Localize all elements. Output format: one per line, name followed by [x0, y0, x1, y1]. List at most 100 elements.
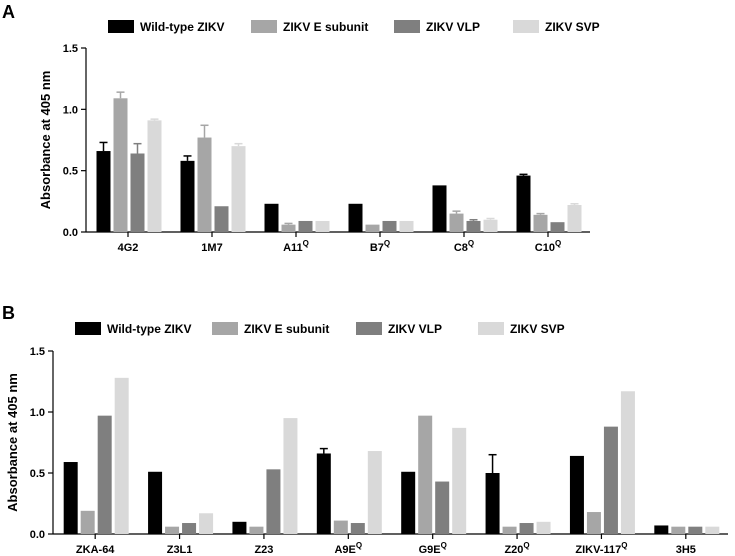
- bar-b-3-3: [367, 451, 382, 534]
- x-tick-label-sup-b-4: Q: [441, 541, 447, 550]
- y-tick-label-b-3: 1.5: [30, 346, 45, 358]
- x-tick-label-sup-a-4: Q: [468, 239, 474, 248]
- bar-b-3-2: [350, 523, 365, 534]
- x-tick-label-b-3: A9EQ: [334, 541, 362, 556]
- legend-swatch-a-3: [513, 20, 539, 33]
- bar-a-4-1: [449, 213, 464, 232]
- chart-panel-b: Wild-type ZIKV ZIKV E subunit ZIKV VLP ZIKV…: [5, 322, 728, 556]
- bar-b-6-0: [569, 455, 584, 534]
- legend-swatch-a-0: [108, 20, 134, 33]
- bar-a-5-2: [550, 222, 565, 232]
- y-tick-label-b-2: 1.0: [30, 407, 45, 419]
- bar-b-5-0: [485, 473, 500, 534]
- bar-b-3-1: [333, 520, 348, 534]
- legend-swatch-b-0: [75, 322, 101, 335]
- panel-b-letter: B: [2, 303, 15, 323]
- y-tick-label-a-1: 0.5: [63, 166, 78, 178]
- y-tick-label-a-3: 1.5: [63, 43, 78, 55]
- y-axis-title-a: Absorbance at 405 nm: [38, 71, 53, 210]
- bar-b-7-0: [654, 525, 669, 534]
- bar-a-4-3: [483, 219, 498, 232]
- y-axis-title-b: Absorbance at 405 nm: [5, 373, 20, 512]
- bar-b-2-0: [232, 521, 247, 534]
- x-tick-label-a-5: C10Q: [535, 239, 561, 254]
- bar-b-4-3: [452, 427, 467, 534]
- bar-a-4-0: [432, 185, 447, 232]
- x-tick-label-main-b-1: Z3L1: [167, 544, 193, 556]
- bar-a-0-3: [147, 120, 162, 232]
- y-tick-label-b-0: 0.0: [30, 529, 45, 541]
- bar-a-3-3: [399, 220, 414, 232]
- x-tick-label-main-a-0: 4G2: [118, 242, 139, 254]
- x-tick-label-b-5: Z20Q: [504, 541, 529, 556]
- y-tick-label-a-2: 1.0: [63, 104, 78, 116]
- x-tick-label-b-7: 3H5: [676, 544, 696, 556]
- x-tick-label-a-2: A11Q: [283, 239, 309, 254]
- bar-a-2-3: [315, 220, 330, 232]
- x-tick-label-main-b-7: 3H5: [676, 544, 696, 556]
- bar-a-5-0: [516, 175, 531, 232]
- legend-swatch-a-2: [394, 20, 420, 33]
- bar-b-1-3: [199, 513, 214, 534]
- x-tick-label-sup-b-6: Q: [621, 541, 627, 550]
- x-tick-label-main-b-6: ZIKV-117: [575, 544, 621, 556]
- bar-b-6-2: [603, 426, 618, 534]
- legend-swatch-b-2: [356, 322, 382, 335]
- legend-swatch-b-3: [478, 322, 504, 335]
- bar-a-4-2: [466, 220, 481, 232]
- bar-b-7-1: [671, 526, 686, 534]
- x-tick-label-main-b-2: Z23: [254, 544, 273, 556]
- bar-a-5-1: [533, 214, 548, 232]
- bar-a-0-1: [113, 98, 128, 232]
- chart-panel-a: Wild-type ZIKV ZIKV E subunit ZIKV VLP ZIKV…: [38, 20, 600, 254]
- bar-b-5-1: [502, 526, 517, 534]
- bar-a-2-1: [281, 224, 296, 232]
- bar-a-3-1: [365, 224, 380, 232]
- x-tick-label-main-a-4: C8: [454, 242, 468, 254]
- bar-b-2-3: [283, 418, 298, 534]
- y-tick-label-b-1: 0.5: [30, 468, 45, 480]
- x-tick-label-b-0: ZKA-64: [76, 544, 115, 556]
- x-tick-label-b-2: Z23: [254, 544, 273, 556]
- bar-b-4-1: [418, 415, 433, 534]
- bar-a-1-3: [231, 146, 246, 232]
- bar-b-4-0: [401, 471, 416, 534]
- legend-swatch-a-1: [251, 20, 277, 33]
- x-tick-label-main-a-3: B7: [370, 242, 384, 254]
- bar-a-1-2: [214, 206, 229, 232]
- bar-b-0-3: [114, 377, 129, 534]
- bar-a-1-0: [180, 160, 195, 232]
- x-tick-label-sup-a-3: Q: [384, 239, 390, 248]
- bar-b-1-2: [182, 523, 197, 534]
- bar-b-0-2: [97, 415, 112, 534]
- bar-b-1-1: [165, 526, 180, 534]
- x-tick-label-b-4: G9EQ: [419, 541, 447, 556]
- bar-b-5-2: [519, 523, 534, 534]
- legend-swatch-b-1: [212, 322, 238, 335]
- legend-label-b-1: ZIKV E subunit: [244, 322, 329, 336]
- bar-b-3-0: [316, 453, 331, 534]
- bar-b-2-1: [249, 526, 264, 534]
- bar-a-3-0: [348, 203, 363, 232]
- bar-a-1-1: [197, 137, 212, 232]
- bar-a-3-2: [382, 220, 397, 232]
- x-tick-label-sup-a-2: Q: [303, 239, 309, 248]
- bar-a-0-2: [130, 153, 145, 232]
- bar-b-7-3: [705, 526, 720, 534]
- y-tick-label-a-0: 0.0: [63, 227, 78, 239]
- legend-label-b-0: Wild-type ZIKV: [107, 322, 192, 336]
- x-tick-label-a-1: 1M7: [201, 242, 222, 254]
- x-tick-label-sup-b-5: Q: [523, 541, 529, 550]
- x-tick-label-b-1: Z3L1: [167, 544, 193, 556]
- x-tick-label-main-a-2: A11: [283, 242, 303, 254]
- bar-b-0-1: [80, 510, 95, 534]
- bar-b-6-3: [620, 391, 635, 534]
- x-tick-label-main-a-1: 1M7: [201, 242, 222, 254]
- x-tick-label-main-b-3: A9E: [334, 544, 355, 556]
- x-tick-label-sup-b-3: Q: [356, 541, 362, 550]
- bar-b-2-2: [266, 469, 281, 534]
- x-tick-label-a-3: B7Q: [370, 239, 390, 254]
- panel-a-letter: A: [2, 2, 15, 22]
- bar-b-1-0: [148, 471, 163, 534]
- legend-label-b-2: ZIKV VLP: [388, 322, 442, 336]
